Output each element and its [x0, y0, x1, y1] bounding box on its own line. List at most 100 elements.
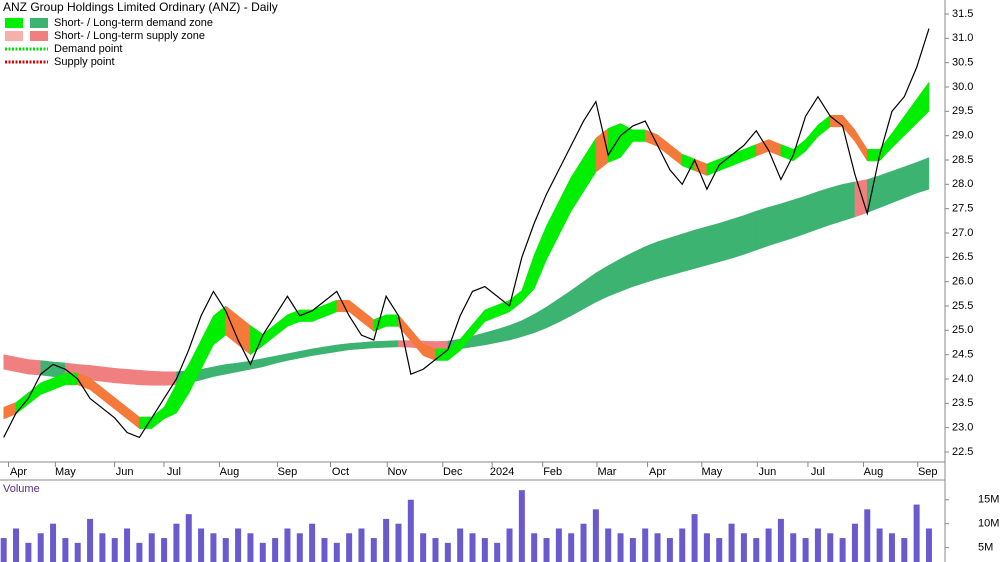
volume-bar [99, 533, 106, 562]
volume-bar [432, 538, 439, 562]
y-tick-label: 31.5 [952, 8, 973, 20]
x-tick-label: Jun [758, 466, 776, 478]
long-term-zone [28, 359, 41, 376]
long-term-zone [521, 313, 535, 338]
volume-bar [851, 523, 858, 562]
long-term-zone [533, 306, 547, 334]
long-term-zone [755, 206, 769, 251]
price-line [3, 28, 930, 439]
long-term-zone [15, 356, 29, 375]
legend-swatch [30, 18, 48, 28]
x-tick-label: Jul [167, 466, 181, 478]
legend-swatch [5, 31, 23, 41]
long-term-zone [472, 332, 486, 348]
long-term-zone [632, 246, 646, 287]
y-tick-label: 23.5 [952, 397, 973, 409]
y-tick-label: 25.0 [952, 324, 973, 336]
volume-bar [518, 490, 525, 562]
short-term-zone [607, 123, 621, 163]
long-term-zone [385, 340, 399, 348]
long-term-zone [435, 340, 449, 351]
long-term-zone [916, 157, 930, 194]
volume-bar [111, 538, 118, 562]
volume-tick-label: 15M [978, 494, 999, 506]
long-term-zone [287, 350, 301, 361]
volume-bar [494, 542, 501, 562]
volume-bar [901, 538, 908, 562]
short-term-zone [262, 323, 276, 347]
y-tick-label: 28.5 [952, 154, 973, 166]
volume-bar [777, 518, 784, 562]
long-term-zone [743, 210, 757, 255]
volume-bar [642, 528, 649, 562]
volume-bar [148, 533, 155, 562]
chart-title: ANZ Group Holdings Limited Ordinary (ANZ… [3, 0, 278, 14]
y-tick-label: 29.0 [952, 130, 973, 142]
y-tick-label: 22.5 [952, 446, 973, 458]
short-term-zone [916, 81, 930, 125]
long-term-zone [558, 289, 572, 323]
volume-bar [235, 528, 242, 562]
volume-bar [703, 533, 710, 562]
volume-bar [62, 538, 69, 562]
x-tick-label: May [701, 466, 722, 478]
long-term-zone [681, 229, 695, 273]
volume-bar [839, 538, 846, 562]
volume-bar [185, 514, 192, 562]
x-tick-label: Apr [649, 466, 666, 478]
short-term-zone [361, 309, 375, 332]
volume-bar [691, 514, 698, 562]
volume-bar [259, 542, 266, 562]
long-term-zone [879, 170, 893, 209]
legend-label: Supply point [54, 56, 115, 68]
short-term-zone [213, 305, 227, 346]
long-term-zone [336, 343, 350, 353]
y-tick-label: 26.5 [952, 251, 973, 263]
long-term-zone [163, 371, 177, 386]
volume-bar [888, 533, 895, 562]
volume-bar [568, 533, 575, 562]
long-term-zone [768, 203, 782, 246]
short-term-zone [484, 304, 498, 322]
volume-bar [740, 533, 747, 562]
long-term-zone [830, 184, 843, 226]
volume-bar [173, 523, 180, 562]
short-term-zone [151, 406, 165, 430]
long-term-zone [373, 340, 387, 349]
short-term-zone [40, 377, 54, 395]
x-tick-label: Nov [387, 466, 407, 478]
long-term-zone [3, 354, 17, 373]
short-term-zone [311, 304, 325, 322]
short-term-zone [620, 123, 634, 159]
long-term-zone [361, 341, 375, 350]
volume-bar [543, 538, 550, 562]
volume-bar [531, 533, 538, 562]
long-term-zone [607, 258, 621, 297]
long-term-zone [817, 187, 831, 230]
volume-bar [309, 523, 316, 562]
long-term-zone [299, 348, 313, 359]
short-term-zone [854, 128, 868, 162]
volume-bar [629, 538, 636, 562]
volume-bar [383, 518, 390, 562]
volume-bar [753, 538, 760, 562]
volume-bar [124, 528, 131, 562]
volume-bar [925, 528, 932, 562]
volume-bar [765, 528, 772, 562]
volume-bar [136, 542, 143, 562]
y-tick-label: 25.5 [952, 300, 973, 312]
long-term-zone [669, 233, 683, 276]
volume-bar [876, 528, 883, 562]
long-term-zone [842, 181, 856, 222]
volume-bar [555, 528, 562, 562]
short-term-zone [65, 372, 78, 386]
x-tick-label: Aug [864, 466, 884, 478]
long-term-zone [484, 329, 498, 346]
volume-bar [666, 538, 673, 562]
short-term-zone [410, 328, 424, 357]
volume-bar [358, 528, 365, 562]
short-term-zone [336, 299, 350, 313]
long-term-zone [620, 252, 634, 292]
legend-label: Short- / Long-term demand zone [54, 17, 213, 29]
